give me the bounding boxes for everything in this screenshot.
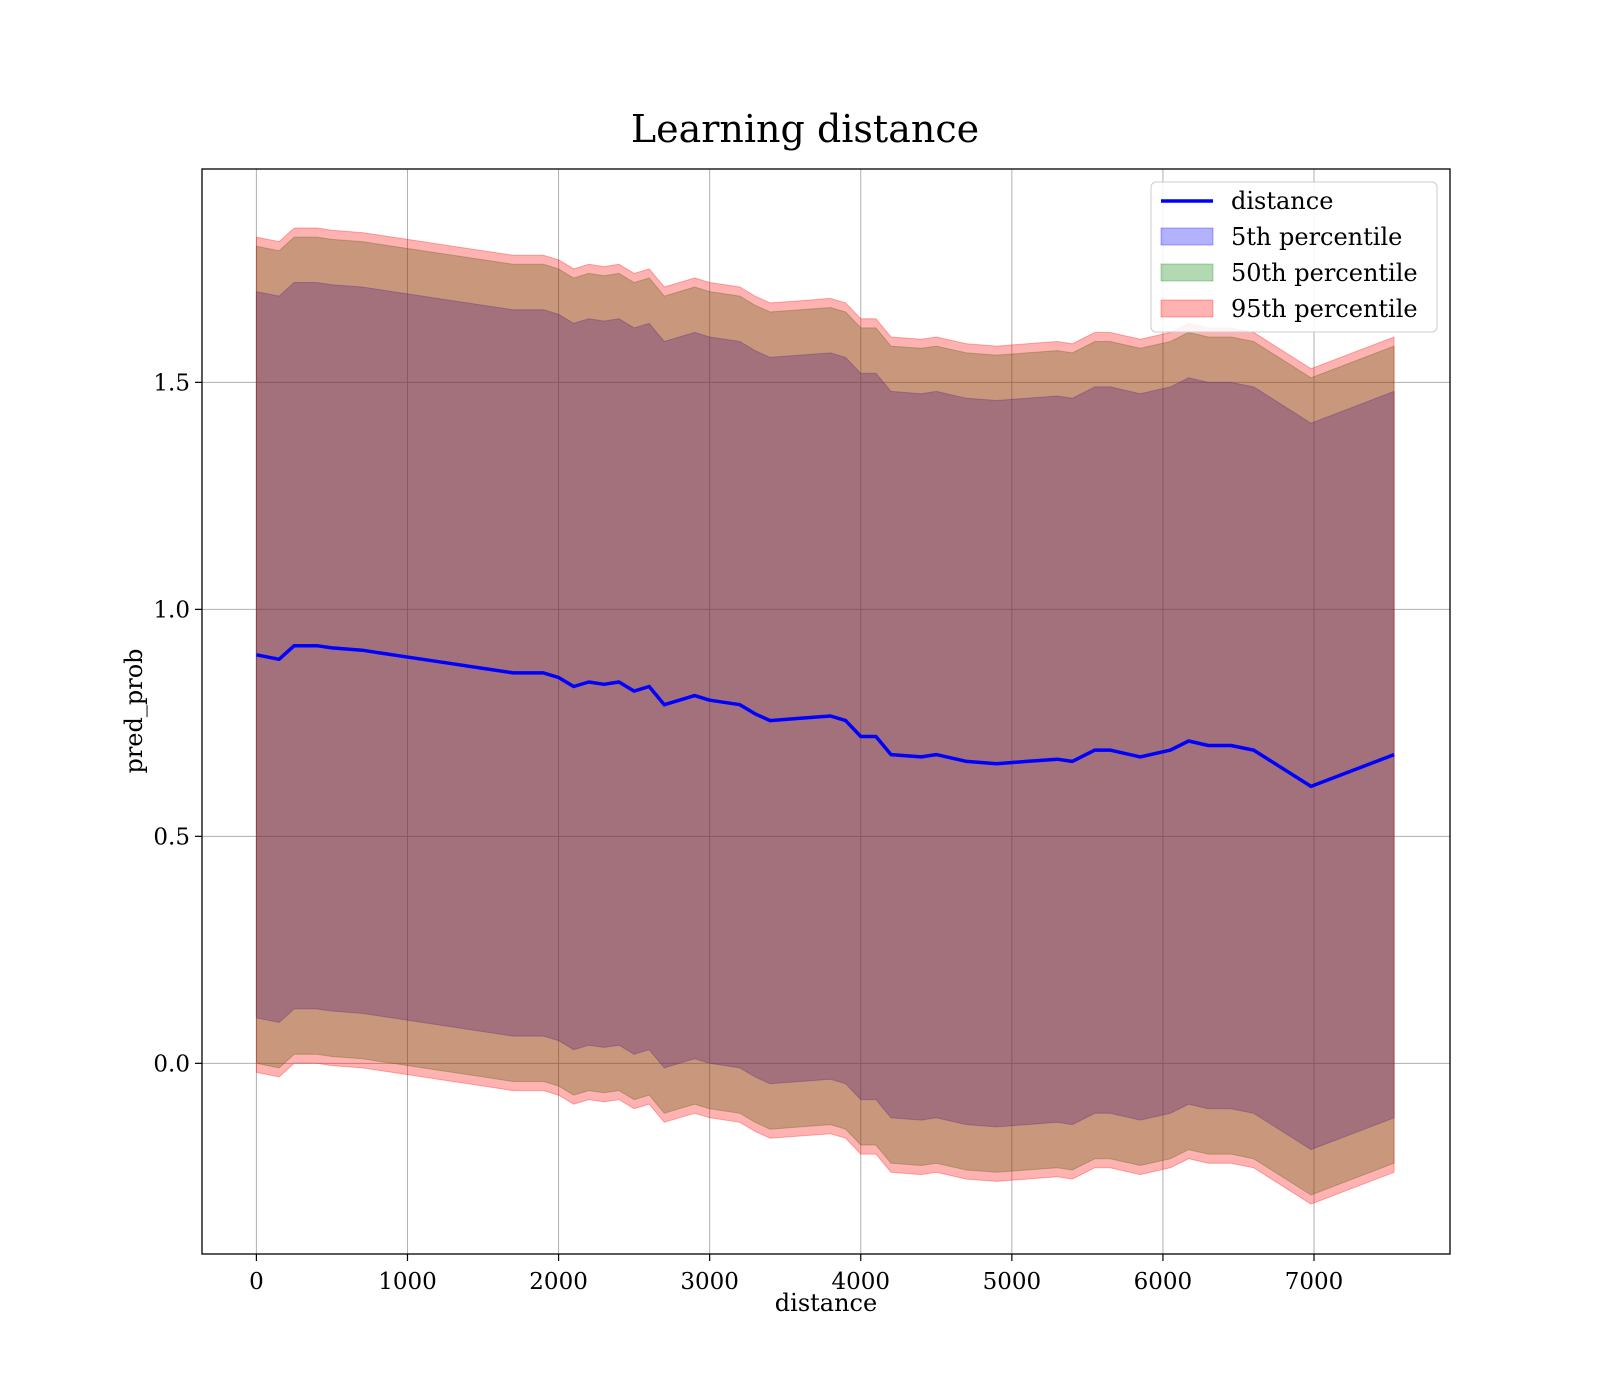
chart-title: Learning distance [631, 107, 979, 151]
x-axis-label: distance [775, 1289, 877, 1317]
x-tick-label-1: 1000 [378, 1269, 437, 1295]
x-tick-label-3: 3000 [680, 1269, 739, 1295]
y-tick-label-3: 1.5 [153, 370, 190, 396]
y-tick-label-1: 0.5 [153, 824, 190, 850]
legend: distance 5th percentile 50th percentile … [1150, 181, 1438, 333]
legend-swatch-50th [1160, 263, 1214, 282]
plot-frame [201, 168, 1451, 1255]
legend-swatch-5th [1160, 227, 1214, 246]
y-axis-ticks: 0.0 0.5 1.0 1.5 [153, 370, 202, 1077]
x-tick-label-5: 5000 [983, 1269, 1042, 1295]
x-tick-label-2: 2000 [529, 1269, 588, 1295]
x-axis-ticks: 0 1000 2000 3000 4000 5000 6000 7000 [249, 1254, 1343, 1295]
series-line-layer [256, 643, 1395, 789]
legend-box [1150, 181, 1438, 333]
legend-label-distance: distance [1231, 187, 1333, 215]
x-tick-label-0: 0 [249, 1269, 264, 1295]
legend-label-5th: 5th percentile [1231, 223, 1402, 251]
y-axis-label: pred_prob [120, 648, 148, 773]
x-tick-label-4: 4000 [831, 1269, 890, 1295]
y-tick-label-0: 0.0 [153, 1051, 190, 1077]
gridlines [202, 169, 1450, 1254]
x-tick-label-7: 7000 [1285, 1269, 1344, 1295]
legend-label-50th: 50th percentile [1231, 259, 1418, 287]
series-line-distance [256, 643, 1395, 789]
legend-swatch-95th [1160, 299, 1214, 318]
y-tick-label-2: 1.0 [153, 597, 190, 623]
x-tick-label-6: 6000 [1134, 1269, 1193, 1295]
legend-label-95th: 95th percentile [1231, 295, 1418, 323]
